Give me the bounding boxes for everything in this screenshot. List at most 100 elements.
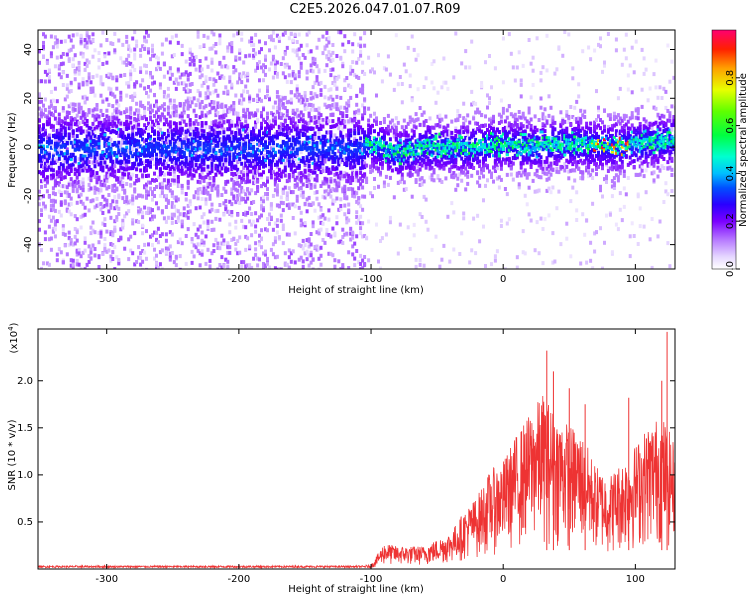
spectrogram-cell [192,222,196,227]
spectrogram-cell [365,138,369,142]
spectrogram-cell [67,192,71,197]
spectrogram-cell [59,54,63,59]
spectrogram-cell [151,53,154,58]
spectrogram-cell [75,113,79,118]
spectrogram-cell [45,151,49,156]
spectrogram-cell [184,99,188,104]
spectrogram-cell [155,122,158,126]
spectrogram-cell [230,49,234,54]
spectrogram-cell [287,265,291,269]
spectrogram-cell [51,98,55,103]
spectrogram-cell [81,143,85,147]
spectrogram-cell [317,130,321,135]
spectrogram-cell [168,188,172,193]
spectrogram-cell [49,203,53,208]
spectrogram-cell [51,198,55,203]
spectrogram-cell [309,185,313,190]
spectrogram-cell [162,90,166,95]
spectrogram-cell [271,135,275,140]
spectrogram-cell [182,206,186,211]
spectrogram-cell [343,193,347,198]
spectrogram-cell [309,107,313,112]
spectrogram-cell [75,169,79,173]
spectrogram-cell [394,128,398,133]
spectrogram-cell [81,168,85,173]
spectrogram-cell [160,135,164,140]
spectrogram-cell [220,102,224,107]
spectrogram-cell [351,154,355,159]
spectrogram-cell [42,132,45,137]
spectrogram-cell [351,175,355,180]
spectrogram-cell [212,148,216,153]
spectrogram-cell [192,55,196,60]
spectrogram-cell [123,190,127,195]
spectrogram-cell [327,251,331,256]
spectrogram-cell [279,131,283,136]
spectrogram-cell [55,128,59,133]
spectrogram-cell [216,143,220,148]
spectrogram-cell [357,145,361,150]
spectrogram-cell [117,133,121,138]
spectrogram-cell [180,183,184,188]
spectrogram-cell [143,150,147,155]
spectrogram-cell [168,150,172,155]
spectrogram-cell [210,133,214,138]
spectrogram-cell [266,262,269,267]
spectrogram-cell [341,235,345,239]
spectrogram-cell [168,142,172,147]
spectrogram-cell [115,217,119,222]
spectrogram-cell [155,152,158,157]
spectrogram-cell [153,143,156,148]
spectrogram-cell [111,233,115,238]
spectrogram-cell [311,126,315,131]
spectrogram-cell [230,45,234,50]
spectrogram-cell [264,130,267,134]
spectrogram-cell [158,262,162,267]
spectrogram-cell [151,126,154,131]
spectrogram-cell [133,124,137,129]
spectrogram-cell [303,140,307,144]
spectrogram-cell [305,106,309,111]
spectrogram-cell [51,203,55,208]
spectrogram-cell [210,106,214,111]
spectrogram-cell [220,114,224,119]
spectrogram-cell [153,256,156,261]
spectrogram-cell [75,139,79,144]
spectrogram-cell [321,141,325,145]
spectrogram-cell [256,98,260,103]
spectrogram-cell [363,139,367,144]
spectrogram-cell [129,94,133,99]
spectrogram-cell [206,85,210,90]
spectrogram-cell [75,258,79,263]
spectrogram-cell [57,156,61,161]
spectrogram-cell [394,33,398,38]
spectrogram-cell [172,103,176,108]
spectrogram-cell [55,158,59,163]
spectrogram-cell [254,211,258,216]
spectrogram-cell [331,124,335,129]
spectrogram-cell [325,30,329,35]
spectrogram-cell [269,247,273,252]
spectrogram-cell [226,250,230,255]
spectrogram-cell [309,135,313,139]
spectrogram-cell [262,195,265,200]
spectrogram-cell [38,106,41,111]
spectrogram-cell [382,180,386,185]
spectrogram-cell [158,185,162,190]
spectrogram-cell [351,244,355,249]
spectrogram-cell [285,232,289,237]
spectrogram-cell [343,105,347,110]
spectrogram-cell [113,140,117,145]
spectrogram-cell [283,261,287,266]
spectrogram-cell [162,115,166,120]
spectrogram-cell [345,142,349,147]
spectrogram-cell [107,152,111,157]
spectrogram-cell [323,68,327,73]
spectrogram-cell [93,230,97,235]
spectrogram-cell [43,177,47,182]
spectrogram-cell [281,96,285,101]
spectrogram-cell [153,131,156,136]
spectrogram-cell [232,70,236,75]
spectrogram-cell [388,215,392,220]
spectrogram-cell [57,247,61,252]
